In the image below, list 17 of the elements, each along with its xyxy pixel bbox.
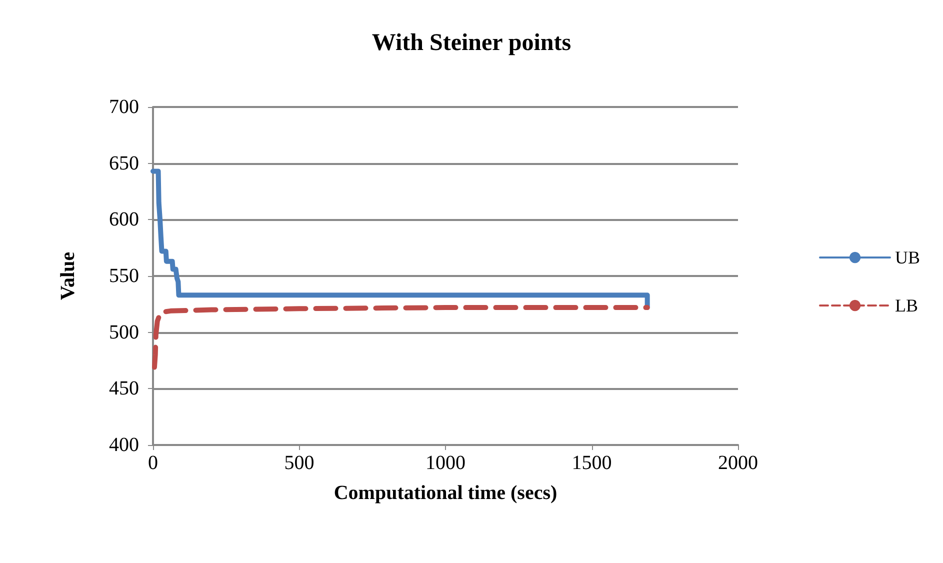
y-tick-label: 450 xyxy=(109,378,139,400)
y-axis-title: Value xyxy=(57,252,79,300)
y-tick-label: 500 xyxy=(109,321,139,344)
chart-title: With Steiner points xyxy=(372,30,572,56)
x-tick-label: 500 xyxy=(284,452,314,474)
x-axis-title: Computational time (secs) xyxy=(334,482,558,504)
y-tick-label: 400 xyxy=(109,434,139,456)
x-tick-label: 2000 xyxy=(718,452,758,474)
y-tick-label: 700 xyxy=(109,96,139,118)
x-tick-label: 0 xyxy=(148,452,158,474)
legend-label: UB xyxy=(894,248,920,268)
y-tick-label: 650 xyxy=(109,152,139,174)
x-tick-label: 1500 xyxy=(572,452,612,474)
y-tick-label: 600 xyxy=(109,208,139,231)
legend-label: LB xyxy=(894,296,918,316)
x-tick-label: 1000 xyxy=(426,452,466,474)
y-tick-label: 550 xyxy=(109,265,139,287)
